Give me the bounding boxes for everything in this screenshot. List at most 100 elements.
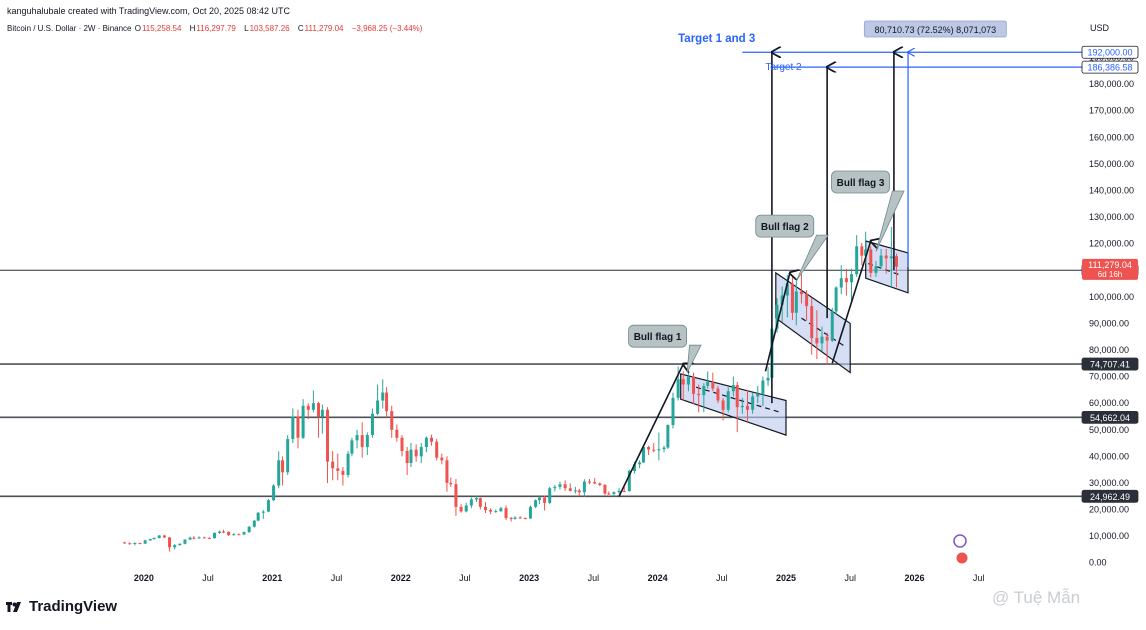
target-label: Target 1 and 3 <box>678 33 755 45</box>
level-price-tag-bg[interactable] <box>1081 489 1139 503</box>
candle-body <box>884 255 888 259</box>
candle-body <box>534 500 538 507</box>
candle-body <box>256 512 260 521</box>
flag-label-box[interactable] <box>755 214 815 238</box>
candle-body <box>504 508 508 519</box>
candle-body <box>331 461 335 469</box>
target-price-tag-bg[interactable] <box>1081 45 1139 59</box>
high-value: 116,297.79 <box>196 24 236 33</box>
candle-body <box>751 396 755 410</box>
flag-label-box[interactable] <box>628 324 687 348</box>
candle-body <box>577 490 581 493</box>
candle-body <box>381 392 385 401</box>
level-price-tag-text: 24,962.49 <box>1090 492 1130 502</box>
y-tick-label: 70,000.00 <box>1089 372 1129 382</box>
candle-body <box>864 249 868 256</box>
candle-body <box>370 413 374 436</box>
candle-body <box>509 518 513 520</box>
candle-body <box>133 543 137 545</box>
candle-body <box>449 482 453 485</box>
candle-body <box>573 490 577 492</box>
candle-body <box>376 400 380 414</box>
y-tick-label: 160,000.00 <box>1089 132 1134 142</box>
x-tick-label: 2025 <box>776 573 796 583</box>
candle-body <box>286 439 290 473</box>
candle-body <box>855 246 859 275</box>
candle-body <box>830 311 834 341</box>
candle-body <box>543 497 547 503</box>
candle-body <box>894 256 898 267</box>
candle-body <box>638 462 642 465</box>
candle-body <box>301 405 305 438</box>
candle-body <box>671 397 675 425</box>
bull-flag-channel[interactable] <box>680 373 787 436</box>
flag-label-box[interactable] <box>831 170 890 194</box>
tradingview-brand[interactable]: TradingView <box>6 598 117 615</box>
level-price-tag-bg[interactable] <box>1081 410 1139 424</box>
candle-body <box>568 488 572 491</box>
candle-body <box>834 287 838 312</box>
event-marker-icon[interactable] <box>953 534 967 548</box>
candle-body <box>588 481 592 483</box>
candle-body <box>424 437 428 448</box>
change-value: −3,968.25 (−3.44%) <box>351 24 423 33</box>
low-value: 103,587.26 <box>249 24 290 33</box>
candle-body <box>844 278 848 283</box>
flag-label-pointer <box>795 234 830 282</box>
measure-box-text: 80,710.73 (72.52%) 8,071,073 <box>875 25 997 35</box>
candle-body <box>390 411 394 430</box>
candle-body <box>123 542 127 544</box>
candle-body <box>237 534 241 536</box>
candle-body <box>761 380 765 394</box>
candle-body <box>320 409 324 417</box>
candle-body <box>528 506 532 519</box>
candle-body <box>686 376 690 385</box>
x-tick-label: 2024 <box>648 573 668 583</box>
candle-body <box>317 403 321 417</box>
candle-body <box>183 539 187 544</box>
candle-body <box>405 451 409 463</box>
candle-body <box>825 336 829 341</box>
brand-name: TradingView <box>29 598 118 615</box>
trend-arrow-line[interactable] <box>831 241 871 364</box>
x-tick-label: Jul <box>331 573 343 583</box>
current-price-tag-bg[interactable] <box>1082 258 1138 280</box>
candle-body <box>207 537 211 539</box>
candle-body <box>632 464 636 471</box>
candle-body <box>291 416 295 440</box>
event-marker-icon[interactable] <box>955 551 969 565</box>
candle-body <box>197 537 201 539</box>
level-price-tag-bg[interactable] <box>1081 357 1139 371</box>
candle-body <box>745 405 749 410</box>
current-price-tag-text: 111,279.04 <box>1088 260 1132 270</box>
candle-body <box>242 532 246 535</box>
candle-body <box>810 306 814 339</box>
y-tick-label: 20,000.00 <box>1089 505 1129 515</box>
candle-body <box>157 535 161 538</box>
candle-body <box>775 304 779 329</box>
trend-arrow-line[interactable] <box>618 364 683 497</box>
y-tick-label: 50,000.00 <box>1089 425 1129 435</box>
measure-box[interactable] <box>863 20 1007 38</box>
candle-body <box>706 381 710 386</box>
candle-body <box>192 537 196 539</box>
candle-body <box>281 460 285 473</box>
candle-body <box>350 440 354 454</box>
candle-body <box>499 508 503 512</box>
candle-body <box>518 517 522 519</box>
level-price-tag-text: 74,707.41 <box>1090 360 1130 370</box>
candle-body <box>740 405 744 408</box>
tradingview-logo-icon <box>6 601 21 612</box>
candle-body <box>617 490 621 493</box>
y-tick-label: 170,000.00 <box>1089 106 1134 116</box>
candle-body <box>252 520 256 527</box>
candle-body <box>850 274 854 283</box>
candle-body <box>593 482 597 484</box>
trend-arrow-line[interactable] <box>764 273 789 372</box>
candle-body <box>178 543 182 546</box>
candle-body <box>652 449 656 451</box>
candle-body <box>523 518 527 520</box>
target-price-tag-bg[interactable] <box>1081 60 1139 74</box>
